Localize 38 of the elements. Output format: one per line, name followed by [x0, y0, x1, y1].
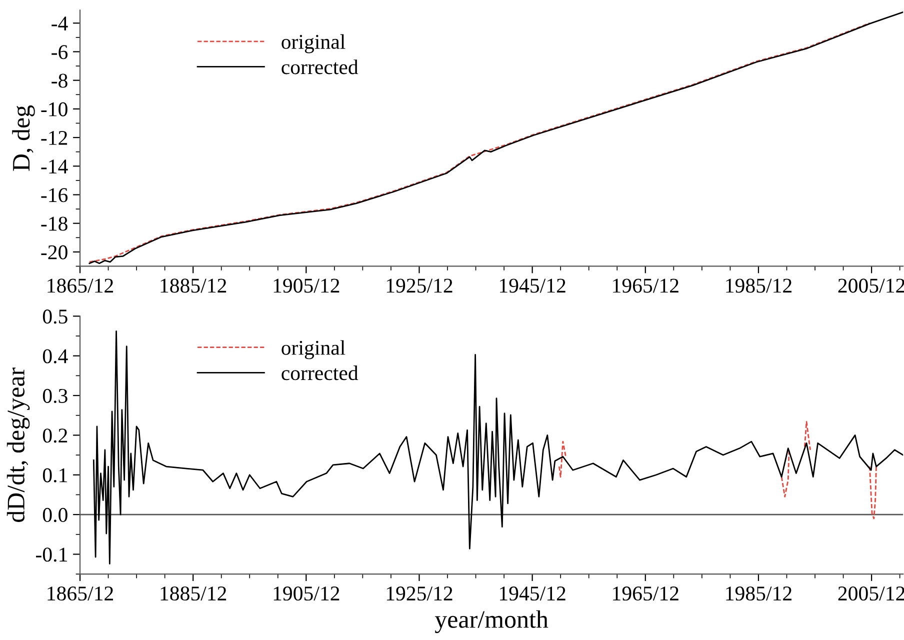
y-tick-label: -20: [41, 245, 68, 260]
y-axis-title: D, deg: [12, 105, 35, 171]
legend-label: corrected: [282, 60, 358, 74]
y-tick-label: 0.1: [42, 468, 67, 482]
y-tick-label: 0.0: [42, 508, 68, 522]
x-tick-label: 1925/12: [386, 278, 452, 293]
y-tick-label: -4: [52, 16, 68, 30]
line-series: [92, 330, 904, 564]
x-tick-label: 1945/12: [500, 586, 566, 601]
y-tick-label: -10: [41, 102, 68, 116]
x-tick-label: 1965/12: [613, 586, 678, 601]
x-tick-label: 1885/12: [160, 278, 226, 293]
y-tick-label: -6: [52, 45, 68, 60]
x-tick-label: 1905/12: [274, 586, 340, 601]
y-tick-label: 0.2: [42, 428, 68, 443]
legend-label: original: [282, 340, 346, 360]
x-axis-title: year/month: [434, 610, 548, 634]
x-tick-label: 1985/12: [726, 586, 792, 601]
x-tick-label: 1905/12: [274, 278, 340, 293]
x-tick-label: 1965/12: [613, 278, 678, 293]
x-tick-label: 1865/12: [48, 586, 113, 601]
y-tick-label: -18: [41, 216, 68, 231]
y-tick-label: 0.5: [42, 310, 68, 324]
y-tick-label: -16: [41, 188, 68, 202]
y-axis-title: dD/dt, deg/year: [6, 368, 30, 522]
x-tick-label: 1865/12: [48, 278, 113, 293]
legend-label: corrected: [282, 366, 358, 380]
x-tick-label: 1945/12: [500, 278, 566, 293]
x-tick-label: 1925/12: [386, 586, 452, 601]
y-tick-label: -12: [41, 130, 68, 145]
legend-label: original: [282, 34, 346, 54]
x-tick-label: 1885/12: [160, 586, 226, 601]
y-tick-label: 0.3: [42, 388, 68, 404]
y-tick-label: -8: [52, 74, 68, 88]
x-tick-label: 1985/12: [726, 278, 792, 293]
y-tick-label: 0.4: [42, 349, 68, 364]
y-tick-label: -14: [41, 160, 68, 174]
y-tick-label: -0.1: [36, 548, 67, 562]
